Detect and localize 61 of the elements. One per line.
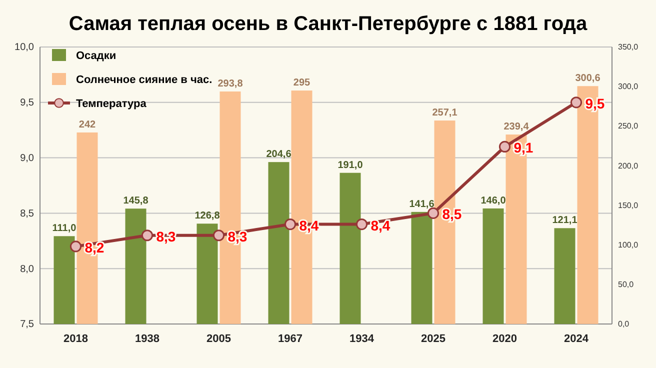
legend-label: Температура: [76, 98, 148, 110]
data-label: 121,1: [552, 215, 578, 226]
y2-tick-label: 150,0: [618, 200, 639, 210]
y2-tick-label: 350,0: [618, 42, 639, 52]
bar: [482, 208, 504, 324]
data-label: 8,2: [84, 239, 104, 256]
point: [212, 230, 225, 242]
y-tick-label: 8,5: [20, 208, 34, 220]
x-tick-label: 2024: [564, 332, 590, 345]
y-tick-label: 10,0: [14, 42, 34, 54]
point: [70, 240, 82, 252]
x-tick-label: 2020: [492, 332, 517, 345]
data-label: 204,6: [266, 149, 292, 160]
data-label: 126,8: [194, 210, 220, 222]
point: [427, 207, 440, 219]
y-tick-label: 8,0: [20, 264, 34, 275]
x-tick-label: 2025: [421, 332, 446, 345]
bar: [196, 224, 218, 324]
y2-tick-label: 250,0: [618, 122, 639, 131]
point: [570, 96, 582, 108]
point: [141, 230, 154, 242]
data-label: 242: [78, 119, 96, 130]
y-tick-label: 9,0: [20, 153, 34, 164]
point: [498, 140, 511, 153]
y2-tick-label: 100,0: [618, 240, 639, 250]
data-label: 145,8: [123, 196, 149, 207]
x-tick-label: 2018: [64, 332, 88, 345]
legend-label: Солнечное сияние в час.: [76, 74, 212, 86]
data-label: 239,4: [504, 122, 530, 133]
data-label: 293,8: [218, 78, 244, 90]
x-tick-label: 1934: [350, 332, 375, 345]
bar: [125, 208, 146, 324]
data-label: 9,1: [514, 140, 534, 156]
legend-label: Осадки: [76, 50, 116, 62]
data-label: 257,1: [432, 108, 458, 119]
x-tick-label: 1938: [135, 332, 160, 345]
data-label: 8,5: [442, 206, 462, 222]
data-label: 141,6: [409, 198, 435, 210]
data-label: 111,0: [52, 223, 77, 234]
bar: [411, 212, 432, 324]
y2-tick-label: 300,0: [618, 82, 639, 92]
y2-tick-label: 200,0: [618, 161, 639, 170]
bar: [554, 228, 576, 324]
data-label: 9,5: [585, 95, 605, 112]
bar: [340, 172, 361, 324]
data-label: 8,3: [228, 228, 248, 244]
y-tick-label: 7,5: [20, 319, 34, 330]
x-tick-label: 1967: [278, 332, 302, 345]
y2-tick-label: 0,0: [618, 320, 630, 329]
data-label: 146,0: [480, 195, 506, 206]
y2-tick-label: 50,0: [618, 280, 634, 289]
point: [356, 218, 368, 230]
data-label: 295: [293, 78, 311, 89]
point: [284, 218, 296, 230]
chart-title: Самая теплая осень в Санкт-Петербурге с 1881 года: [68, 13, 588, 35]
y-tick-label: 9,5: [20, 98, 34, 109]
data-label: 191,0: [338, 160, 364, 171]
data-label: 300,6: [575, 73, 601, 84]
x-tick-label: 2005: [206, 332, 231, 345]
bar: [268, 162, 290, 324]
bar: [54, 236, 75, 324]
